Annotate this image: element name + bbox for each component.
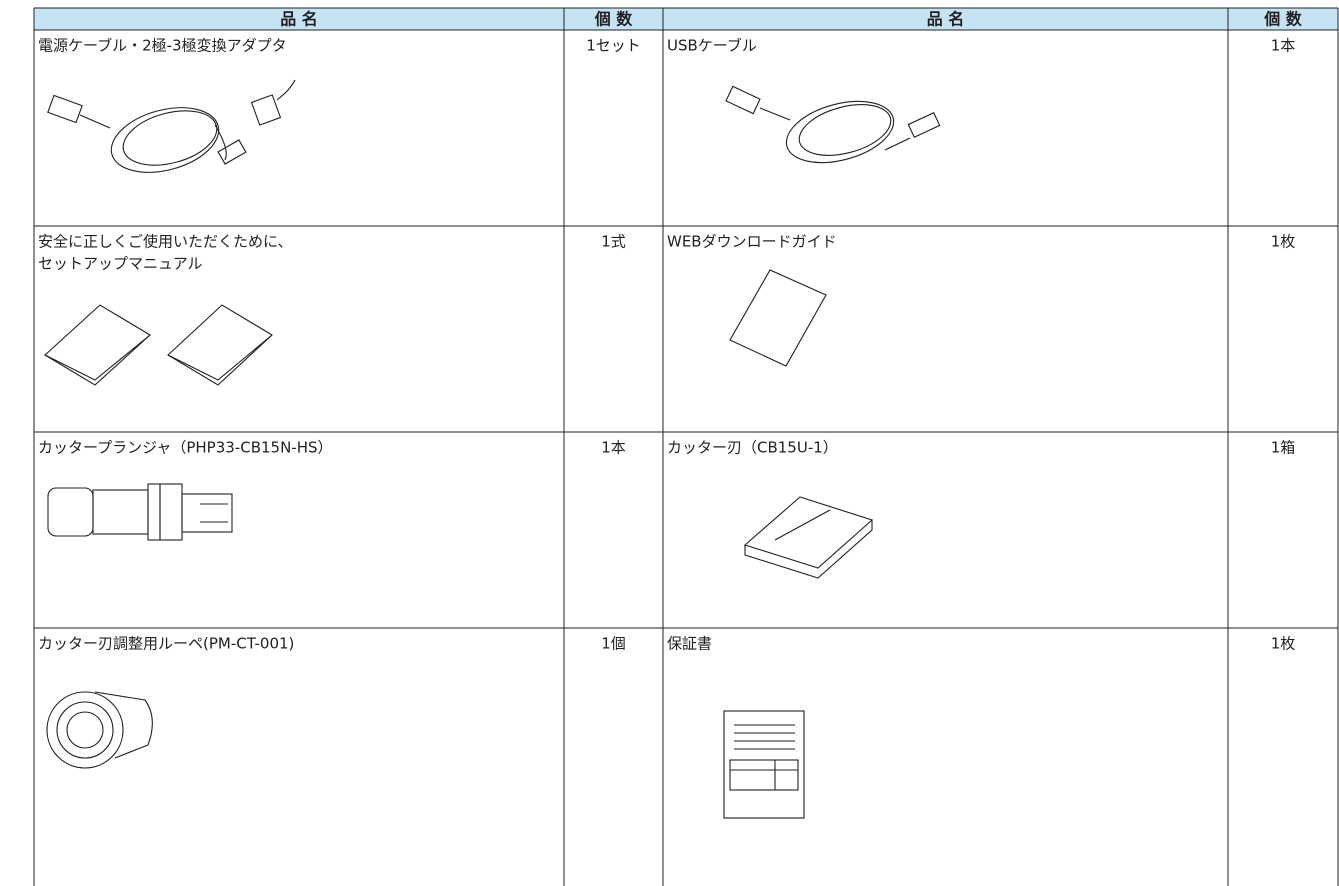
item-name: USBケーブル	[667, 37, 757, 55]
item-quantity: 1セット	[586, 37, 641, 55]
plunger-illustration	[47, 483, 233, 541]
illustrations	[44, 79, 941, 819]
item-quantity: 1箱	[1271, 439, 1296, 457]
item-quantity: 1本	[1271, 37, 1296, 55]
item-quantity: 1式	[601, 233, 626, 251]
manual-illustration	[44, 304, 273, 386]
header-cell: 品 名	[927, 10, 965, 29]
item-name: WEBダウンロードガイド	[667, 233, 837, 251]
item-name: カッタープランジャ（PHP33-CB15N-HS）	[38, 439, 333, 457]
header-cell: 品 名	[280, 10, 318, 29]
item-name: 安全に正しくご使用いただくために、	[38, 233, 293, 251]
item-quantity: 1枚	[1271, 233, 1296, 251]
usb-cable-illustration	[725, 85, 941, 164]
warranty-illustration	[723, 710, 805, 819]
item-quantity: 1個	[601, 635, 626, 653]
item-name: カッター刃（CB15U-1）	[667, 439, 838, 457]
item-quantity: 1枚	[1271, 635, 1296, 653]
header-cell: 個 数	[594, 10, 634, 29]
guide-illustration	[729, 269, 827, 367]
item-name: 電源ケーブル・2極-3極変換アダプタ	[38, 37, 287, 55]
item-name: 保証書	[667, 635, 712, 653]
header-cell: 個 数	[1263, 10, 1303, 29]
item-name: カッター刃調整用ルーペ(PM-CT-001)	[38, 635, 294, 653]
power-cable-illustration	[47, 79, 296, 173]
blade-box-illustration	[743, 496, 874, 579]
header-background	[34, 8, 1338, 30]
item-quantity: 1本	[601, 439, 626, 457]
item-name: セットアップマニュアル	[38, 255, 203, 273]
loupe-illustration	[46, 691, 153, 769]
